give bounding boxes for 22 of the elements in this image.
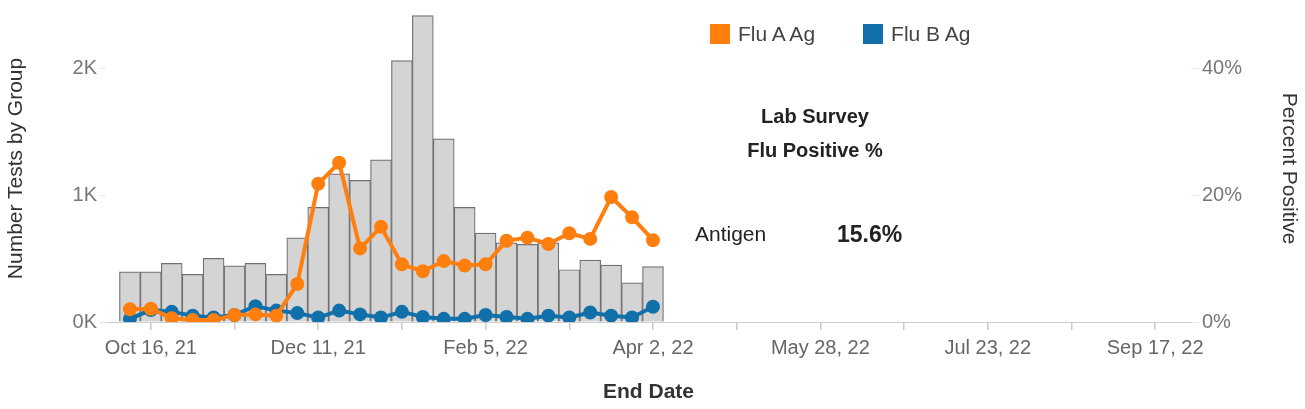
y-tick-label: 2K — [72, 55, 98, 78]
y2-axis-title: Percent Positive — [1278, 92, 1302, 245]
x-axis-title: End Date — [602, 379, 695, 403]
y2-tick-label: 40% — [1202, 55, 1243, 78]
annotation: Flu Positive % — [747, 139, 883, 162]
annotation: Lab Survey — [761, 105, 869, 128]
annotation: 15.6% — [837, 221, 903, 248]
x-tick-label: Sep 17, 22 — [1106, 335, 1204, 358]
y-axis-title: Number Tests by Group — [3, 57, 27, 280]
y2-tick-label: 20% — [1202, 182, 1243, 205]
legend-label: Flu A Ag — [738, 22, 816, 46]
x-tick-label: Oct 16, 21 — [104, 335, 197, 358]
x-tick-label: Jul 23, 22 — [944, 335, 1032, 358]
y-tick-label: 1K — [72, 182, 98, 205]
x-tick-label: Feb 5, 22 — [443, 335, 528, 358]
y-tick-label: 0K — [72, 309, 98, 332]
x-tick-label: May 28, 22 — [770, 335, 870, 358]
x-tick-label: Apr 2, 22 — [612, 335, 694, 358]
x-tick-label: Dec 11, 21 — [270, 335, 366, 358]
legend-label: Flu B Ag — [891, 22, 971, 46]
y2-tick-label: 0% — [1202, 309, 1232, 332]
annotation: Antigen — [695, 222, 767, 246]
